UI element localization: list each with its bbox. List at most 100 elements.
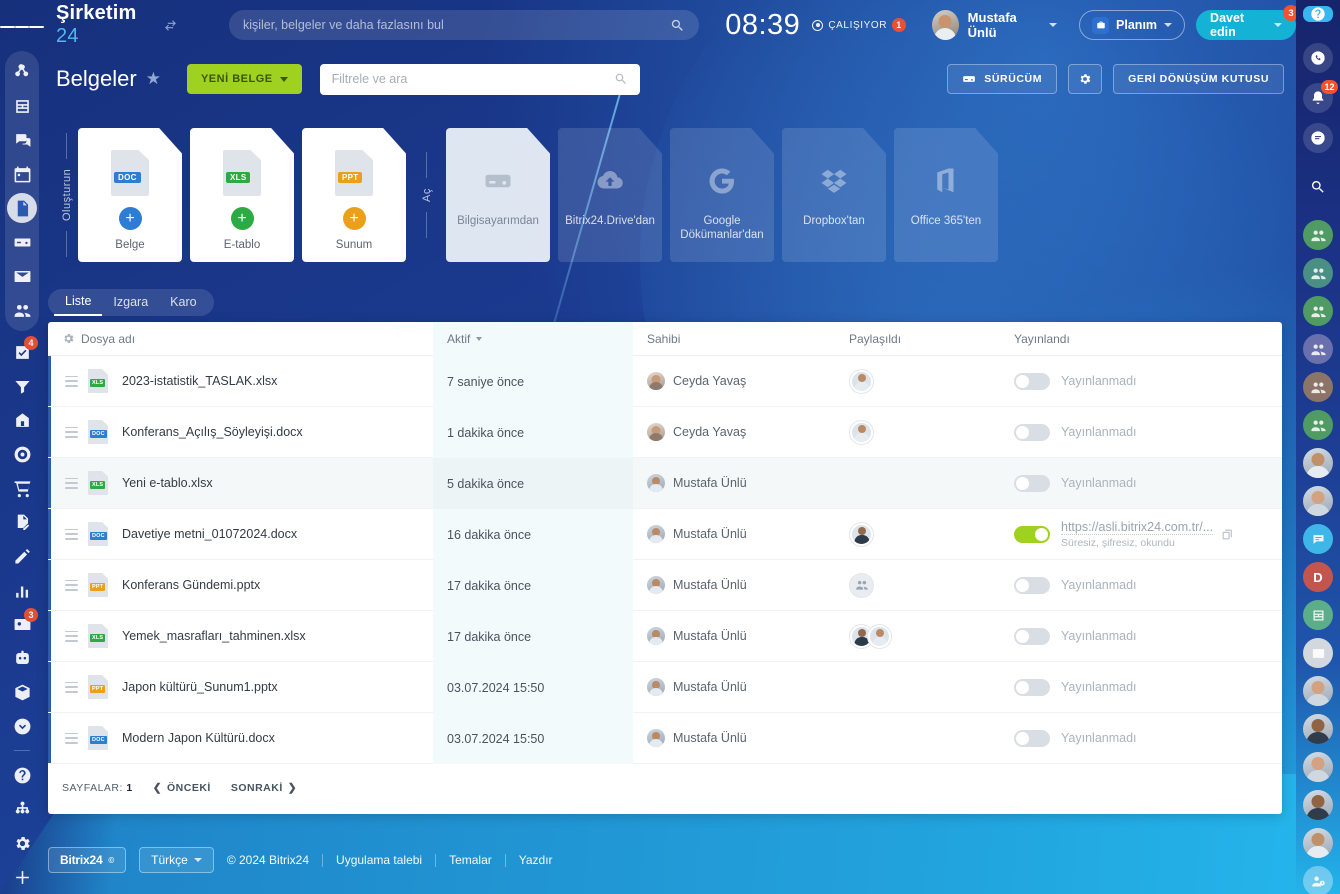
publish-toggle[interactable] [1014, 525, 1050, 543]
recent-contact-avatar[interactable] [1303, 866, 1333, 894]
drag-handle[interactable] [65, 732, 78, 744]
table-row[interactable]: PPT Konferans Gündemi.pptx 17 dakika önce M… [48, 560, 1282, 611]
cell-file-name[interactable]: XLS Yeni e-tablo.xlsx [48, 458, 433, 508]
sidebar-item-robot[interactable] [5, 641, 39, 675]
column-header-name[interactable]: Dosya adı [48, 322, 433, 356]
column-header-active[interactable]: Aktif [433, 322, 633, 356]
drag-handle[interactable] [65, 375, 78, 387]
help-button[interactable] [1303, 6, 1333, 22]
file-name-text[interactable]: Modern Japon Kültürü.docx [122, 731, 275, 745]
table-row[interactable]: DOC Konferans_Açılış_Söyleyişi.docx 1 daki… [48, 407, 1282, 458]
drag-handle[interactable] [65, 477, 78, 489]
sidebar-item-storage[interactable] [5, 225, 39, 259]
table-row[interactable]: DOC Davetiye metni_01072024.docx 16 dakika… [48, 509, 1282, 560]
contact-avatar[interactable] [1303, 752, 1333, 782]
global-search-input[interactable] [242, 18, 671, 32]
file-name-text[interactable]: Japon kültürü_Sunum1.pptx [122, 680, 278, 694]
file-name-text[interactable]: Yemek_masrafları_tahminen.xlsx [122, 629, 306, 643]
sidebar-item-mail[interactable] [5, 259, 39, 293]
contact-group-avatar[interactable] [1303, 372, 1333, 402]
sidebar-item-market[interactable] [5, 675, 39, 709]
sidebar-item-cart[interactable] [5, 471, 39, 505]
file-name-text[interactable]: 2023-istatistik_TASLAK.xlsx [122, 374, 278, 388]
create-card-sunum[interactable]: PPT + Sunum [302, 128, 406, 262]
sidebar-item-settings-gear[interactable] [5, 826, 39, 860]
sidebar-item-contact-card[interactable]: 3 [5, 607, 39, 641]
contact-photo-avatar[interactable] [1303, 638, 1333, 668]
publish-url[interactable]: https://asli.bitrix24.com.tr/... [1061, 519, 1214, 535]
open-card-google[interactable]: Google Dökümanlar'dan [670, 128, 774, 262]
publish-toggle[interactable] [1014, 729, 1050, 747]
publish-toggle[interactable] [1014, 423, 1050, 441]
tab-izgara[interactable]: Izgara [113, 295, 149, 309]
open-card-harddrive[interactable]: Bilgisayarımdan [446, 128, 550, 262]
contact-avatar[interactable] [1303, 676, 1333, 706]
table-row[interactable]: XLS Yemek_masrafları_tahminen.xlsx 17 daki… [48, 611, 1282, 662]
shared-avatar[interactable] [849, 521, 874, 547]
sidebar-item-target[interactable] [5, 437, 39, 471]
contact-avatar[interactable] [1303, 828, 1333, 858]
create-card-belge[interactable]: DOC + Belge [78, 128, 182, 262]
footer-link-print[interactable]: Yazdır [518, 853, 553, 867]
language-selector[interactable]: Türkçe [139, 847, 214, 873]
bitrix24-brand-button[interactable]: Bitrix24 © [48, 847, 127, 873]
sidebar-item-more[interactable] [5, 709, 39, 743]
contact-group-avatar[interactable] [1303, 334, 1333, 364]
contact-letter-avatar[interactable]: D [1303, 562, 1333, 592]
table-row[interactable]: PPT Japon kültürü_Sunum1.pptx 03.07.2024 1… [48, 662, 1282, 713]
sidebar-item-tasks[interactable]: 4 [5, 335, 39, 369]
drag-handle[interactable] [65, 579, 78, 591]
sidebar-item-sign-document[interactable] [5, 505, 39, 539]
settings-button[interactable] [1068, 64, 1103, 94]
publish-toggle[interactable] [1014, 627, 1050, 645]
column-header-owner[interactable]: Sahibi [633, 322, 835, 356]
publish-toggle[interactable] [1014, 372, 1050, 390]
contact-group-avatar[interactable] [1303, 296, 1333, 326]
shared-group-avatar[interactable] [849, 572, 874, 598]
favorite-star-icon[interactable]: ★ [145, 69, 161, 88]
invite-button[interactable]: Davet edin 3 [1196, 5, 1299, 40]
cell-file-name[interactable]: PPT Japon kültürü_Sunum1.pptx [48, 662, 433, 712]
contact-chat-avatar[interactable] [1303, 524, 1333, 554]
sidebar-item-company[interactable] [5, 403, 39, 437]
filter-search-box[interactable] [319, 63, 640, 95]
publish-toggle[interactable] [1014, 576, 1050, 594]
column-header-shared[interactable]: Paylaşıldı [835, 322, 1000, 356]
sidebar-item-funnel[interactable] [5, 369, 39, 403]
my-drive-button[interactable]: SÜRÜCÜM [947, 64, 1058, 94]
sidebar-item-drive-document[interactable] [5, 191, 39, 225]
sidebar-item-pen[interactable] [5, 539, 39, 573]
contact-group-avatar[interactable] [1303, 258, 1333, 288]
sidebar-bell-notification[interactable]: 12 [1303, 80, 1338, 113]
sidebar-item-analytics[interactable] [5, 573, 39, 607]
recycle-bin-button[interactable]: GERİ DÖNÜŞÜM KUTUSU [1113, 64, 1284, 94]
filter-search-input[interactable] [331, 72, 614, 86]
sidebar-item-add-plus[interactable] [5, 860, 39, 894]
table-row[interactable]: XLS 2023-istatistik_TASLAK.xlsx 7 saniye ö… [48, 356, 1282, 407]
contact-avatar[interactable] [1303, 790, 1333, 820]
open-card-office[interactable]: Office 365'ten [894, 128, 998, 262]
shared-avatar[interactable] [849, 368, 874, 394]
table-row[interactable]: XLS Yeni e-tablo.xlsx 5 dakika önce Mustafa… [48, 458, 1282, 509]
switch-portal-icon[interactable] [164, 19, 177, 32]
cell-file-name[interactable]: PPT Konferans Gündemi.pptx [48, 560, 433, 610]
app-logo[interactable]: Şirketim 24 [56, 2, 155, 48]
sidebar-call[interactable] [1303, 43, 1333, 73]
copy-icon[interactable] [1221, 528, 1234, 541]
contact-group-avatar[interactable] [1303, 220, 1333, 250]
work-status-button[interactable]: ÇALIŞIYOR 1 [812, 18, 907, 32]
footer-link-themes[interactable]: Temalar [449, 853, 492, 867]
create-card-etablo[interactable]: XLS + E-tablo [190, 128, 294, 262]
file-name-text[interactable]: Konferans_Açılış_Söyleyişi.docx [122, 425, 303, 439]
next-page-button[interactable]: SONRAKİ ❯ [231, 782, 297, 794]
sidebar-item-chat[interactable] [5, 123, 39, 157]
shared-avatar[interactable] [849, 419, 874, 445]
contact-avatar[interactable] [1303, 486, 1333, 516]
new-document-button[interactable]: YENİ BELGE [186, 64, 302, 94]
contact-group-avatar[interactable] [1303, 410, 1333, 440]
open-card-cloud-upload[interactable]: Bitrix24.Drive'dan [558, 128, 662, 262]
sidebar-messenger[interactable] [1303, 123, 1333, 153]
file-name-text[interactable]: Davetiye metni_01072024.docx [122, 527, 298, 541]
global-search[interactable] [228, 10, 700, 40]
sidebar-item-sitemap[interactable] [5, 792, 39, 826]
